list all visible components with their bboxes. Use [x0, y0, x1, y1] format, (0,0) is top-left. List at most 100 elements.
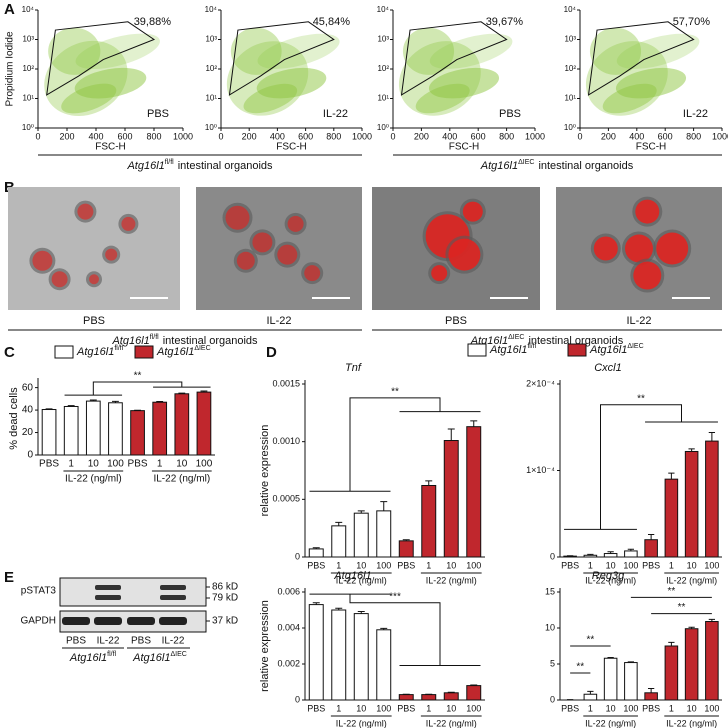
event-cloud: [61, 83, 117, 114]
y-tick-label: 0: [550, 551, 555, 561]
error-bar: [627, 661, 635, 663]
y-tick-label: 10²: [564, 64, 576, 73]
x-axis-label: FSC-H: [95, 142, 126, 153]
bar: [664, 645, 679, 701]
x-tick-label: 600: [117, 131, 132, 141]
error-bar: [607, 657, 614, 659]
organoid-stain: [252, 232, 273, 253]
legend-swatch: [567, 343, 587, 357]
gate-percent: 57,70%: [673, 16, 711, 28]
superscript: fl/fl: [114, 345, 123, 352]
organoid-stain: [277, 244, 298, 265]
x-tick-label: 10: [446, 560, 456, 570]
error-bar: [380, 627, 388, 630]
bar: [85, 400, 101, 456]
group-label: IL-22 (ng/ml): [336, 575, 387, 585]
error-bar: [688, 448, 695, 452]
chart-title: Reg3g: [592, 570, 625, 582]
bar: [443, 440, 459, 558]
gene: Atg16l1: [111, 335, 149, 347]
y-tick-label: 10⁴: [22, 5, 35, 14]
bar: [466, 426, 482, 558]
x-tick-label: 1: [336, 703, 341, 713]
y-axis-label: Propidium Iodide: [5, 31, 16, 106]
gate-percent: 39,67%: [486, 16, 524, 28]
bar: [108, 402, 123, 456]
y-tick-label: 10²: [205, 64, 217, 73]
bar: [308, 604, 324, 701]
group-label: IL-22 (ng/ml): [585, 575, 636, 585]
y-tick-label: 0.002: [277, 658, 300, 668]
x-tick-label: 10: [606, 560, 616, 570]
x-tick-label: PBS: [307, 703, 325, 713]
event-cloud: [602, 83, 657, 114]
bar: [331, 525, 347, 558]
x-axis-label: FSC-H: [276, 142, 307, 153]
superscript: fl/fl: [527, 343, 536, 350]
organoid-stain: [121, 216, 136, 231]
event-cloud: [257, 33, 340, 69]
bar: [353, 512, 369, 558]
bar: [466, 685, 482, 701]
y-tick-label: 5: [550, 658, 555, 668]
bar: [130, 410, 145, 456]
x-tick-label: 0: [35, 131, 40, 141]
error-bar: [312, 547, 320, 549]
group-label: IL-22 (ng/ml): [426, 575, 477, 585]
blot-band: [159, 617, 187, 625]
organoid-stain: [656, 232, 689, 265]
panel-label: E: [4, 569, 14, 586]
organoid-stain: [635, 199, 660, 224]
x-tick-label: 200: [242, 131, 257, 141]
gene: Atg16l1: [69, 652, 107, 664]
gate-percent: 45,84%: [313, 16, 351, 28]
y-tick-label: 2×10⁻⁴: [526, 378, 555, 388]
lane-label: PBS: [66, 636, 86, 647]
group-label: IL-22 (ng/ml): [585, 718, 636, 728]
genotype-label: Atg16l1fl/fl intestinal organoids: [111, 334, 258, 347]
legend-swatch: [54, 345, 74, 359]
genotype-label: Atg16l1ΔIEC: [132, 651, 187, 664]
y-tick-label: 10³: [205, 35, 217, 44]
x-tick-label: 10: [606, 703, 616, 713]
significance: **: [667, 586, 675, 597]
y-tick-label: 10⁰: [22, 123, 34, 132]
gate-percent: 39,88%: [134, 16, 172, 28]
condition-label: PBS: [445, 315, 467, 327]
error-bar: [335, 521, 343, 526]
y-axis-label: relative expression: [259, 425, 271, 517]
organoid-stain: [225, 205, 250, 230]
significance-bracket: [309, 593, 481, 666]
x-tick-label: PBS: [397, 703, 415, 713]
x-tick-label: PBS: [397, 560, 415, 570]
x-tick-label: 100: [376, 703, 391, 713]
bar: [398, 694, 414, 701]
error-bar: [668, 641, 675, 646]
x-tick-label: 600: [298, 131, 313, 141]
y-tick-label: 20: [22, 427, 34, 438]
y-tick-label: 10¹: [22, 94, 34, 103]
y-axis-label: % dead cells: [8, 387, 20, 450]
y-tick-label: 10¹: [377, 94, 389, 103]
chart-title: Tnf: [345, 362, 362, 374]
x-axis-label: FSC-H: [636, 142, 667, 153]
x-tick-label: 800: [326, 131, 341, 141]
x-tick-label: 1: [336, 560, 341, 570]
error-bar: [607, 551, 614, 554]
y-tick-label: 0.004: [277, 622, 300, 632]
y-tick-label: 0: [27, 450, 33, 461]
superscript: ΔIEC: [508, 334, 524, 341]
group-label: IL-22 (ng/ml): [426, 718, 477, 728]
gene: Atg16l1: [589, 344, 627, 356]
bar: [331, 609, 347, 701]
legend-swatch: [134, 345, 154, 359]
group-suffix: intestinal organoids: [178, 160, 273, 172]
event-cloud: [256, 67, 327, 99]
y-tick-label: 0: [295, 551, 300, 561]
x-tick-label: 800: [686, 131, 701, 141]
gate: [228, 21, 335, 96]
x-tick-label: 100: [107, 459, 124, 470]
legend-swatch: [467, 343, 487, 357]
bar: [174, 393, 190, 456]
blot-band: [160, 595, 186, 600]
